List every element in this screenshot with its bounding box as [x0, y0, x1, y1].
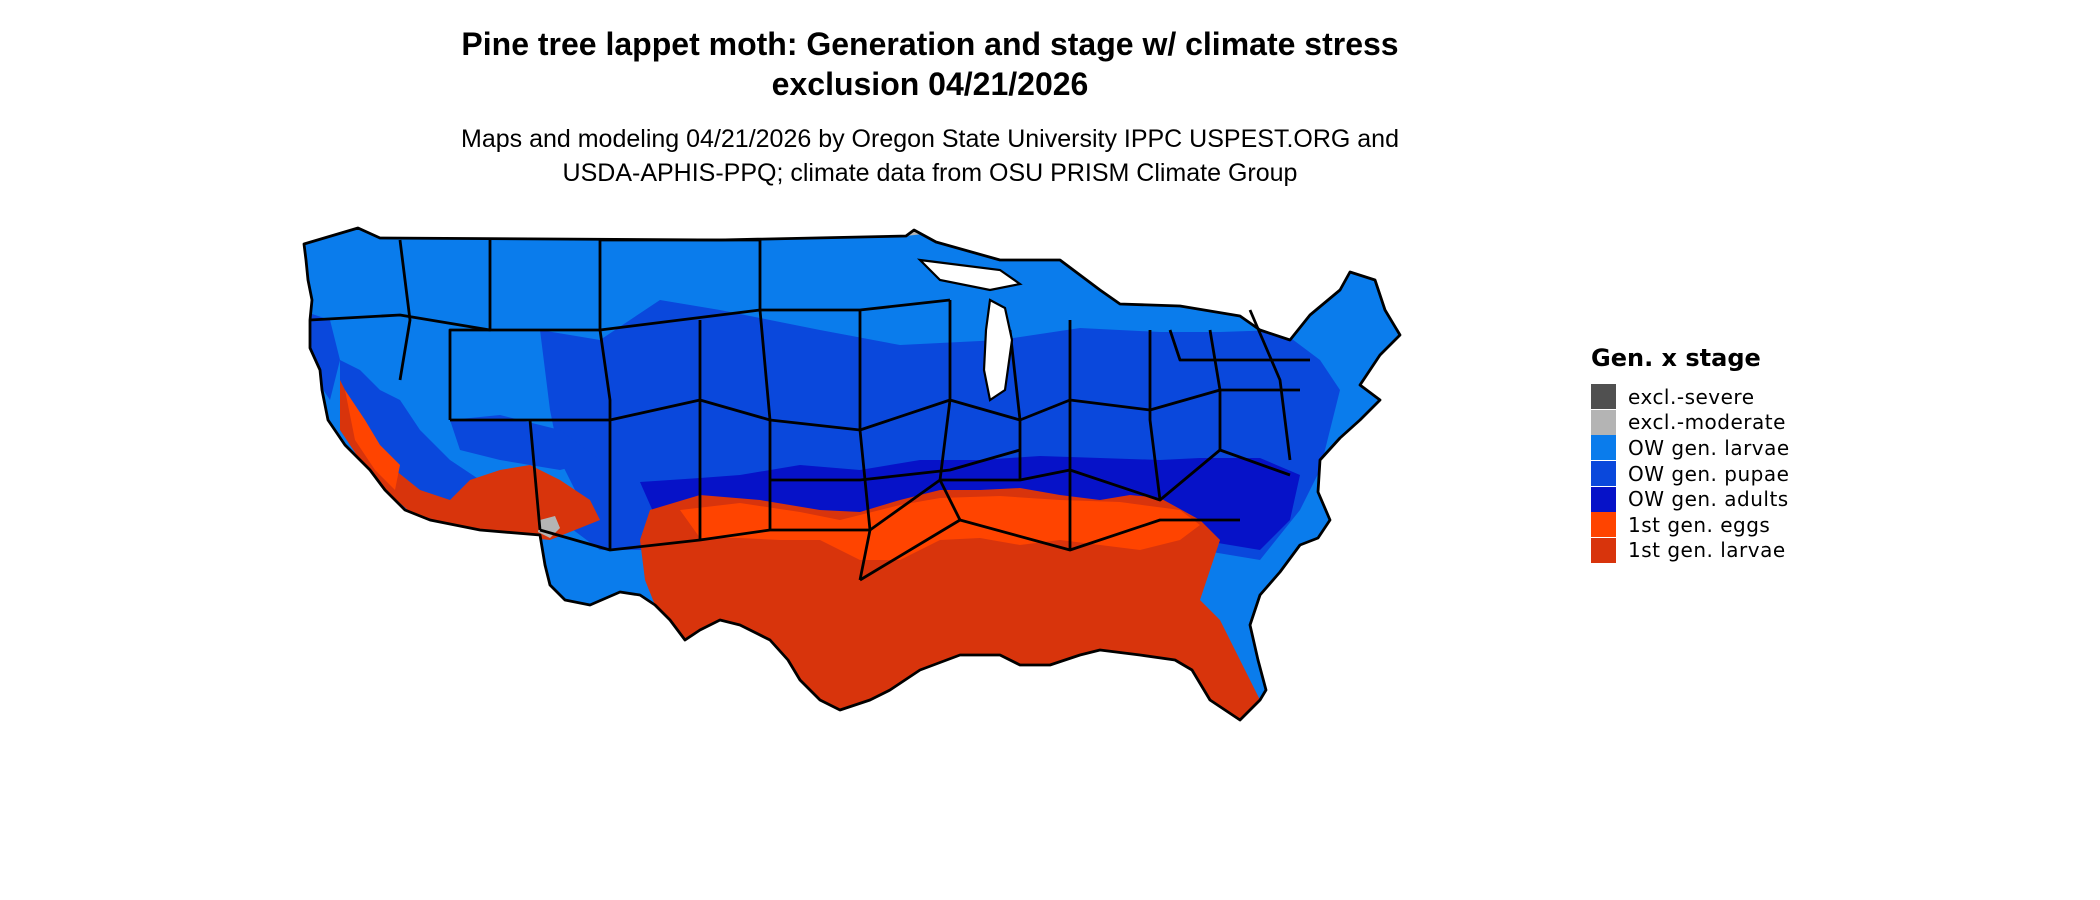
map-title-line-1: Pine tree lappet moth: Generation and st…: [461, 26, 1399, 62]
legend-item: OW gen. larvae: [1591, 435, 1790, 461]
zone-1st-larvae-south: [640, 488, 1260, 720]
legend-title: Gen. x stage: [1591, 344, 1761, 372]
lake-michigan: [982, 298, 1014, 402]
legend-swatch: [1591, 537, 1616, 563]
legend-label: OW gen. pupae: [1628, 461, 1790, 486]
zone-1st-larvae-sw: [340, 380, 600, 540]
legend-swatch: [1591, 435, 1616, 461]
legend-label: excl.-severe: [1628, 384, 1755, 409]
map-subtitle-line-1: Maps and modeling 04/21/2026 by Oregon S…: [461, 125, 1399, 153]
map-subtitle-line-2: USDA-APHIS-PPQ; climate data from OSU PR…: [562, 159, 1298, 187]
map-title-line-2: exclusion 04/21/2026: [771, 66, 1089, 102]
legend-label: OW gen. larvae: [1628, 435, 1790, 460]
legend-item: 1st gen. larvae: [1591, 537, 1790, 564]
great-lakes: [916, 258, 1023, 402]
legend-items: excl.-severe excl.-moderate OW gen. larvae…: [1591, 384, 1790, 563]
map-subtitle: Maps and modeling 04/21/2026 by Oregon S…: [330, 122, 1530, 190]
legend-item: 1st gen. eggs: [1591, 512, 1790, 538]
map-title: Pine tree lappet moth: Generation and st…: [380, 24, 1480, 104]
legend-swatch: [1591, 409, 1616, 435]
legend-item: OW gen. pupae: [1591, 461, 1790, 487]
legend-label: OW gen. adults: [1628, 487, 1789, 512]
legend-swatch: [1591, 486, 1616, 512]
legend-swatch: [1591, 461, 1616, 487]
legend-swatch: [1591, 512, 1616, 538]
legend: Gen. x stage excl.-severe excl.-moderate O…: [1591, 344, 1790, 563]
zone-excl-moderate-az: [538, 516, 560, 538]
lake-superior: [916, 258, 1023, 292]
legend-item: excl.-moderate: [1591, 409, 1790, 436]
us-map: [302, 226, 1402, 722]
state-borders: [302, 226, 1402, 722]
zone-1st-eggs-sw: [345, 390, 400, 490]
zone-ow-pupae-west-2: [450, 415, 600, 470]
legend-label: 1st gen. larvae: [1628, 538, 1786, 563]
legend-swatch: [1591, 384, 1616, 410]
legend-label: excl.-moderate: [1628, 410, 1786, 435]
legend-label: 1st gen. eggs: [1628, 512, 1771, 537]
legend-item: excl.-severe: [1591, 384, 1790, 410]
legend-item: OW gen. adults: [1591, 486, 1790, 512]
